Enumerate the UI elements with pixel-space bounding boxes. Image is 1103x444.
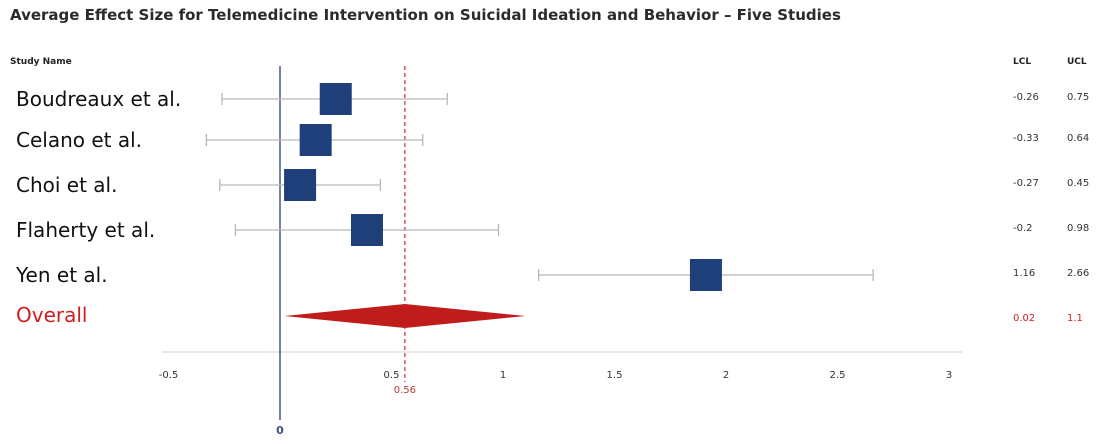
plot-area: 0.56 0 -0.5 0.5 1 1.5 2 2.5 3 Boudreaux et al. -0.… [15,66,1089,437]
null-line-label: 0 [276,424,284,437]
study-ucl: 0.98 [1067,223,1089,234]
x-tick-label: 2.5 [830,370,846,381]
x-tick-label: 1 [500,370,506,381]
study-name: Flaherty et al. [16,218,155,242]
study-lcl: -0.33 [1013,133,1039,144]
ucl-header: UCL [1067,57,1087,67]
overall-name: Overall [16,303,87,327]
x-tick-label: 2 [723,370,729,381]
study-ucl: 2.66 [1067,268,1089,279]
overall-ucl: 1.1 [1067,313,1083,324]
x-tick-label: -0.5 [159,370,179,381]
study-name: Boudreaux et al. [16,87,181,111]
overall-lcl: 0.02 [1013,313,1035,324]
x-tick-label: 1.5 [607,370,623,381]
study-effect-box [299,124,332,156]
x-tick-label: 3 [946,370,952,381]
study-name-header: Study Name [10,57,72,67]
study-effect-box [284,169,317,201]
study-effect-box [319,83,352,115]
study-effect-box [350,214,383,246]
reference-line-label: 0.56 [394,385,416,396]
study-ucl: 0.75 [1067,92,1089,103]
x-tick-label: 0.5 [384,370,400,381]
lcl-header: LCL [1013,57,1031,67]
study-effect-box [689,259,722,291]
study-lcl: -0.2 [1013,223,1033,234]
study-ucl: 0.45 [1067,178,1089,189]
study-name: Choi et al. [16,173,117,197]
study-lcl: 1.16 [1013,268,1035,279]
chart-title: Average Effect Size for Telemedicine Int… [10,6,841,24]
overall-diamond [284,304,526,328]
study-lcl: -0.26 [1013,92,1039,103]
study-name: Celano et al. [16,128,142,152]
study-name: Yen et al. [15,263,108,287]
study-ucl: 0.64 [1067,133,1089,144]
study-lcl: -0.27 [1013,178,1039,189]
